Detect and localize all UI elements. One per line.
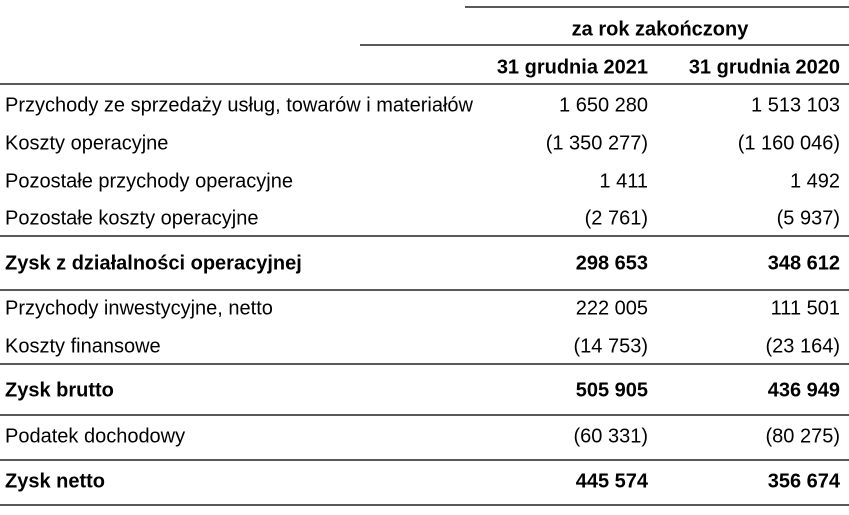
row-value: 348 612 <box>768 252 840 274</box>
row-label: Przychody inwestycyjne, netto <box>5 297 273 319</box>
row-label: Pozostałe koszty operacyjne <box>5 207 258 229</box>
row-value: (80 275) <box>766 425 841 447</box>
row-label: Zysk z działalności operacyjnej <box>5 252 302 274</box>
row-value: 445 574 <box>576 470 649 492</box>
row-value: 505 905 <box>576 379 648 401</box>
row-label: Koszty finansowe <box>5 335 161 357</box>
row-label: Podatek dochodowy <box>5 425 185 447</box>
row-value: 222 005 <box>576 297 648 319</box>
row-value: (60 331) <box>574 425 649 447</box>
row-value: (14 753) <box>574 335 649 357</box>
period-header: za rok zakończony <box>572 18 750 40</box>
row-value: 298 653 <box>576 252 648 274</box>
row-value: (23 164) <box>766 335 841 357</box>
row-value: (2 761) <box>585 207 648 229</box>
row-value: (1 160 046) <box>738 132 840 154</box>
row-label: Pozostałe przychody operacyjne <box>5 170 293 192</box>
row-label: Przychody ze sprzedaży usług, towarów i … <box>5 94 474 116</box>
row-value: 356 674 <box>768 470 841 492</box>
row-value: 1 411 <box>599 170 648 192</box>
row-label: Koszty operacyjne <box>5 132 168 154</box>
column-header: 31 grudnia 2021 <box>497 56 648 78</box>
row-value: 1 513 103 <box>751 94 840 116</box>
row-value: 111 501 <box>771 297 840 319</box>
row-value: (1 350 277) <box>546 132 648 154</box>
row-label: Zysk netto <box>5 470 105 492</box>
row-value: 1 492 <box>790 170 840 192</box>
row-label: Zysk brutto <box>5 379 114 401</box>
row-value: (5 937) <box>777 207 840 229</box>
row-value: 436 949 <box>768 379 840 401</box>
column-header: 31 grudnia 2020 <box>689 56 840 78</box>
row-value: 1 650 280 <box>559 94 648 116</box>
